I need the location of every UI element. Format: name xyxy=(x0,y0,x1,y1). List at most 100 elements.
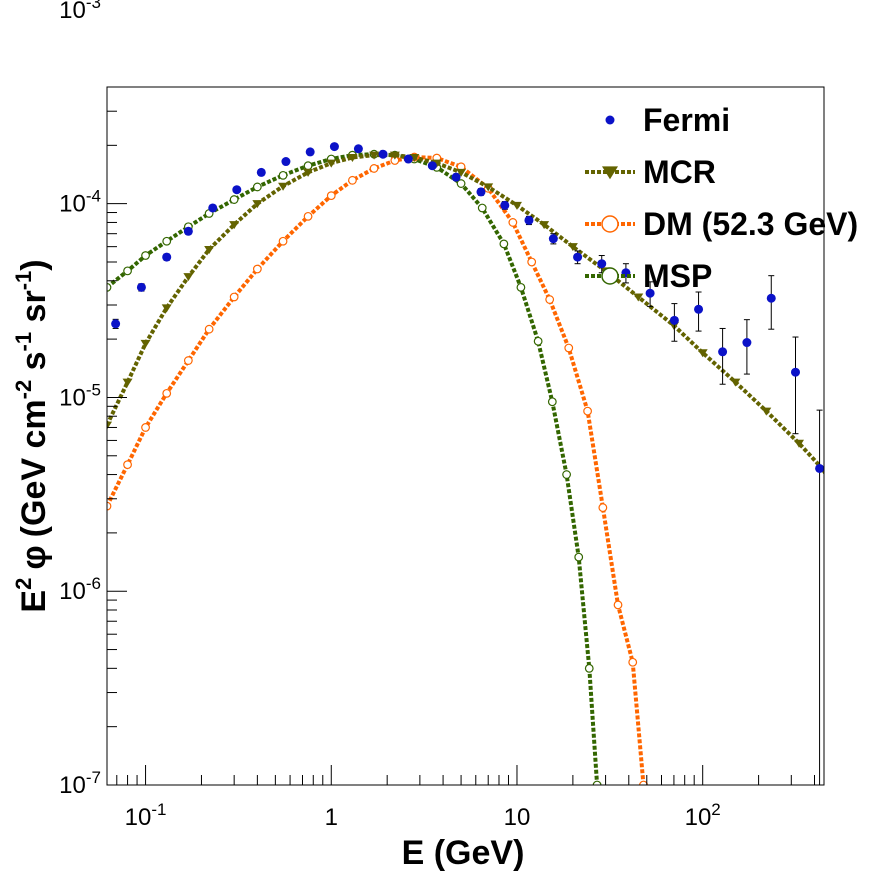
data-point xyxy=(766,293,776,303)
data-point xyxy=(427,161,437,171)
y-tick-label-exp: -7 xyxy=(86,768,101,787)
y-title-unit-1: (GeV cm xyxy=(15,399,53,537)
series-line xyxy=(107,155,646,785)
data-marker xyxy=(369,151,380,160)
data-point xyxy=(669,315,679,325)
y-tick-label-exp: -3 xyxy=(86,0,101,12)
y-tick-label-base: 10 xyxy=(59,578,86,605)
legend-entry-fermi: Fermi xyxy=(605,102,730,138)
data-marker xyxy=(278,236,288,246)
data-marker xyxy=(122,378,133,387)
data-marker xyxy=(348,175,357,185)
data-marker xyxy=(639,780,648,785)
x-tick-label: 10 xyxy=(504,804,531,831)
data-marker xyxy=(107,501,112,511)
data-point xyxy=(573,252,583,262)
data-marker xyxy=(123,460,132,470)
data-marker xyxy=(545,295,555,304)
y-tick-label: 10-4 xyxy=(59,187,101,218)
data-marker xyxy=(303,211,313,221)
data-marker xyxy=(598,503,608,513)
data-marker xyxy=(326,159,337,168)
data-marker xyxy=(527,257,537,267)
data-marker xyxy=(183,356,193,365)
data-marker xyxy=(123,266,132,276)
data-marker xyxy=(107,282,112,292)
y-title-unit-2: s xyxy=(15,351,53,379)
data-marker xyxy=(539,221,550,230)
y-tick-label-base: 10 xyxy=(59,772,86,799)
legend-entry-dm-52-3-gev: DM (52.3 GeV) xyxy=(585,206,858,242)
plot-frame xyxy=(106,86,825,786)
data-marker xyxy=(633,293,644,302)
x-tick-label: 102 xyxy=(685,800,721,831)
x-tick-label-base: 10 xyxy=(504,804,531,831)
y-title-sup-m2: -2 xyxy=(11,380,36,400)
data-marker xyxy=(204,324,214,334)
data-marker xyxy=(456,168,467,177)
data-marker xyxy=(613,600,623,610)
data-marker xyxy=(141,251,150,260)
legend-label: DM (52.3 GeV) xyxy=(643,206,858,242)
data-marker xyxy=(477,203,487,213)
data-marker xyxy=(229,221,240,230)
data-marker xyxy=(326,191,336,201)
data-point xyxy=(136,282,146,292)
data-marker xyxy=(761,407,772,416)
data-marker xyxy=(584,663,594,673)
data-marker xyxy=(730,378,741,387)
y-title-sup-m1b: -1 xyxy=(11,271,36,291)
y-tick-label-base: 10 xyxy=(59,191,86,218)
legend-label: MSP xyxy=(643,258,712,294)
data-marker xyxy=(141,423,150,432)
x-tick-label: 10-1 xyxy=(125,800,167,831)
data-marker xyxy=(252,182,262,192)
legend-entry-mcr: MCR xyxy=(585,154,716,190)
legend: Fermi MCR DM (52.3 GeV) MSP xyxy=(585,102,858,294)
y-tick-label: 10-5 xyxy=(59,380,101,411)
data-marker xyxy=(229,292,239,302)
data-marker xyxy=(567,243,578,252)
data-marker xyxy=(303,168,314,177)
data-marker xyxy=(162,236,172,246)
y-title-unit-4: ) xyxy=(15,259,53,270)
data-point xyxy=(305,147,315,157)
x-tick-label-base: 1 xyxy=(325,804,338,831)
data-marker xyxy=(483,183,494,192)
data-marker xyxy=(511,201,522,210)
y-axis-title: E2φ(GeV cm-2 s-1 sr-1) xyxy=(11,259,53,612)
data-point xyxy=(111,319,121,329)
x-tick-label-exp: -1 xyxy=(151,800,166,819)
y-title-sup-m1a: -1 xyxy=(11,332,36,352)
legend-entry-msp: MSP xyxy=(585,258,712,294)
y-tick-label-exp: -5 xyxy=(86,380,101,399)
x-tick-label-exp: 2 xyxy=(711,800,720,819)
data-marker xyxy=(303,161,313,171)
y-tick-label: 10-6 xyxy=(59,574,101,605)
data-point xyxy=(476,187,486,197)
data-marker xyxy=(252,264,262,274)
data-point xyxy=(524,215,534,225)
data-marker xyxy=(456,179,466,188)
y-tick-label-base: 10 xyxy=(59,0,86,24)
y-title-sup-2: 2 xyxy=(11,578,36,590)
series-layer xyxy=(107,142,824,785)
data-marker xyxy=(183,273,194,282)
data-point xyxy=(451,172,461,182)
x-tick-label-base: 10 xyxy=(685,804,712,831)
data-marker xyxy=(697,349,708,358)
data-marker xyxy=(252,200,263,209)
x-tick-label: 1 xyxy=(325,804,338,831)
y-tick-label: 10-7 xyxy=(59,768,101,799)
data-marker xyxy=(162,388,172,398)
data-marker xyxy=(278,182,289,191)
data-marker xyxy=(547,397,557,407)
series-fermi xyxy=(111,142,824,785)
legend-marker xyxy=(601,215,619,233)
x-tick-label-base: 10 xyxy=(125,804,152,831)
y-tick-label-exp: -6 xyxy=(86,574,101,593)
series-mcr xyxy=(107,151,824,475)
data-point xyxy=(329,142,339,152)
